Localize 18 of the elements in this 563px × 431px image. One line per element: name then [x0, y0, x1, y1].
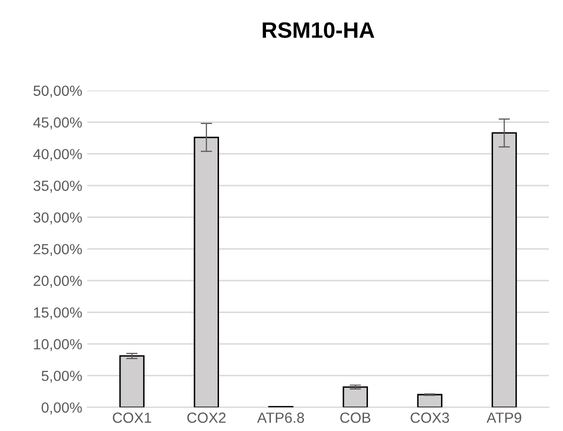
x-tick-label: COX1: [112, 412, 152, 423]
y-tick-label: 5,00%: [42, 370, 82, 383]
y-tick-label: 30,00%: [34, 212, 82, 224]
y-tick-label: 50,00%: [34, 86, 82, 98]
x-tick-label: COB: [340, 412, 370, 423]
y-tick-label: 40,00%: [33, 148, 82, 162]
x-tick-label: COX2: [187, 412, 226, 423]
chart-title: RSM10-HA: [262, 22, 374, 38]
y-tick-label: 0,00%: [42, 402, 82, 414]
y-tick-label: 15,00%: [34, 307, 82, 320]
y-tick-label: 45,00%: [33, 117, 82, 130]
y-tick-label: 20,00%: [34, 276, 82, 288]
x-tick-label: ATP9: [486, 412, 522, 423]
x-tick-label: ATP6.8: [257, 412, 304, 423]
y-tick-label: 35,00%: [34, 180, 82, 193]
y-tick-label: 10,00%: [34, 339, 82, 352]
x-tick-label: COX3: [410, 412, 449, 423]
y-tick-label: 25,00%: [34, 244, 82, 256]
